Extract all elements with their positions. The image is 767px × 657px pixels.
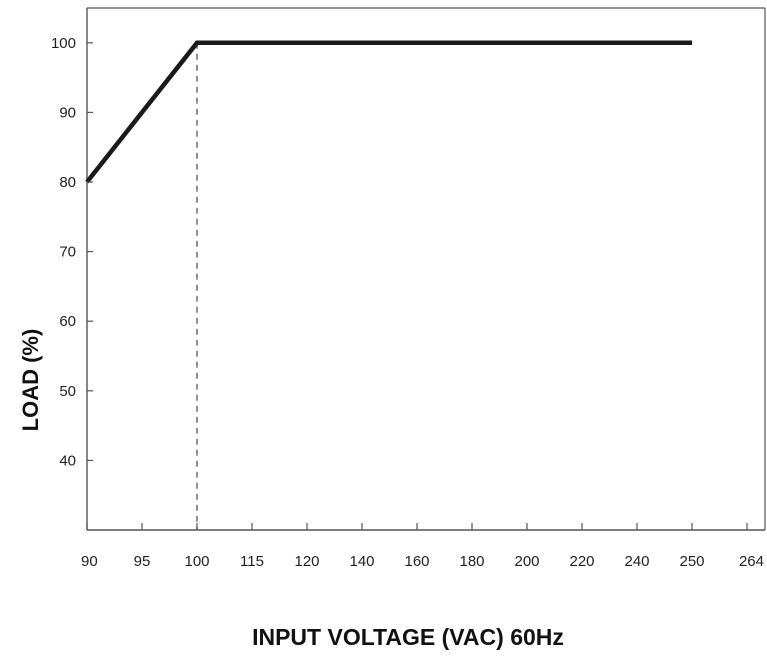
y-tick-label-60: 60 xyxy=(59,313,76,330)
x-tick-label-90: 90 xyxy=(81,553,98,570)
x-tick-label-264: 264 xyxy=(739,553,764,570)
x-tick-label-220: 220 xyxy=(569,553,594,570)
x-tick-label-240: 240 xyxy=(624,553,649,570)
x-tick-label-180: 180 xyxy=(459,553,484,570)
x-tick-label-115: 115 xyxy=(240,553,264,570)
y-tick-label-80: 80 xyxy=(59,174,76,191)
x-tick-label-120: 120 xyxy=(294,553,319,570)
y-tick-label-70: 70 xyxy=(59,244,76,261)
x-tick-label-250: 250 xyxy=(679,553,704,570)
plot-frame xyxy=(86,7,766,531)
y-axis: 40 50 60 70 80 90 100 xyxy=(51,35,93,469)
y-axis-title: LOAD (%) xyxy=(18,329,43,432)
x-tick-label-95: 95 xyxy=(134,553,151,570)
y-tick-label-100: 100 xyxy=(51,35,76,52)
x-tick-label-160: 160 xyxy=(404,553,429,570)
series-group xyxy=(85,40,692,184)
y-tick-label-90: 90 xyxy=(59,104,76,121)
series-line-0 xyxy=(85,40,692,184)
y-tick-label-50: 50 xyxy=(59,383,76,400)
x-axis: 90 95 100 115 120 140 160 180 200 220 240 250 264 xyxy=(81,523,764,570)
x-tick-label-140: 140 xyxy=(349,553,374,570)
x-tick-label-100: 100 xyxy=(184,553,209,570)
y-tick-label-40: 40 xyxy=(59,452,76,469)
x-tick-label-200: 200 xyxy=(514,553,539,570)
x-axis-title: INPUT VOLTAGE (VAC) 60Hz xyxy=(252,624,564,650)
